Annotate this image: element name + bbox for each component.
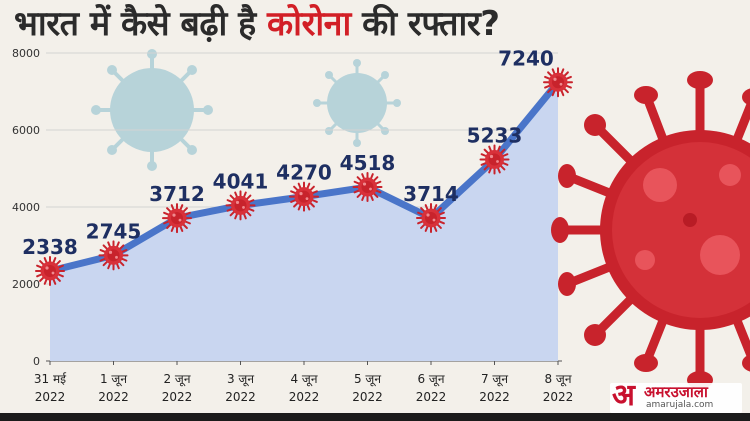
x-tick-label-date: 3 जून [227,372,254,387]
data-label: 4270 [276,161,332,185]
title-part-3: की रफ्तार? [350,4,500,44]
virus-icon-marker [98,240,129,271]
x-tick-label-year: 2022 [289,390,320,404]
logo-name: अमरउजाला [644,383,708,401]
virus-icon-marker [289,181,319,212]
x-tick-label-date: 5 जून [354,372,381,387]
virus-icon-marker [35,255,65,286]
x-tick-label-date: 6 जून [417,372,444,387]
area-fill [50,82,558,361]
virus-icon-marker [543,67,573,98]
data-label: 5233 [467,124,523,148]
virus-icon-marker [416,203,446,234]
x-tick-label-date: 1 जून [100,372,127,387]
virus-icon-marker [162,203,192,234]
data-label: 3714 [403,182,459,206]
title-highlight: कोरोना [267,4,351,44]
title-part-1: भारत में कैसे बढ़ी है [14,4,268,44]
y-tick-label: 2000 [12,278,40,291]
logo-url: amarujala.com [646,400,714,410]
y-tick-label: 6000 [12,124,40,137]
x-tick-label-year: 2022 [543,390,574,404]
data-label: 7240 [498,46,554,70]
publisher-logo: अ अमरउजाला amarujala.com [610,379,742,413]
x-tick-label-date: 2 जून [163,372,190,387]
x-tick-label-year: 2022 [98,390,129,404]
x-tick-label-date: 7 जून [481,372,508,387]
data-label: 4518 [340,151,396,175]
large-virus-icon [551,71,750,389]
x-tick-label-date: 4 जून [290,372,317,387]
data-label: 2338 [22,235,78,259]
x-tick-label-year: 2022 [479,390,510,404]
x-tick-label-year: 2022 [35,390,66,404]
data-label: 4041 [213,169,269,193]
decor-virus-icon-left [91,49,213,171]
data-label: 3712 [149,182,205,206]
y-tick-label: 4000 [12,201,40,214]
x-tick-label-date: 31 मई [34,372,67,386]
logo-glyph: अ [612,378,635,413]
footer-bar [0,413,750,421]
data-labels: 2338 2745 3712 4041 4270 4518 3714 5233 7240 [22,46,554,259]
x-tick-label-year: 2022 [225,390,256,404]
y-tick-label: 8000 [12,47,40,60]
x-tick-label-year: 2022 [416,390,447,404]
chart-title: भारत में कैसे बढ़ी है कोरोना की रफ्तार? [14,2,744,46]
x-tick-label-date: 8 जून [544,372,571,387]
virus-icon-marker [225,190,256,221]
virus-icon-marker [352,172,383,203]
virus-icon-marker [479,144,510,175]
x-axis-ticks: 31 मई 2022 1 जून 2022 2 जून 2022 3 जून 2022 4 जू… [34,361,573,404]
decor-virus-icon-middle [313,59,401,147]
data-label: 2745 [86,219,142,243]
x-tick-label-year: 2022 [352,390,383,404]
y-axis-ticks: 0 2000 4000 6000 8000 [12,47,40,368]
x-tick-label-year: 2022 [162,390,193,404]
y-tick-label: 0 [33,355,40,368]
